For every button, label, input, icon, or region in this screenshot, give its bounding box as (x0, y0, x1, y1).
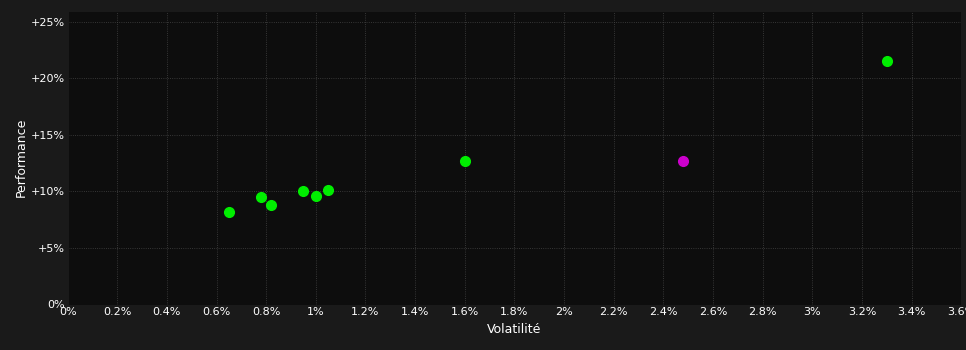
Point (879, 58, 895, 64)
Point (308, 193, 324, 199)
Point (321, 188, 336, 193)
Y-axis label: Performance: Performance (14, 118, 28, 197)
Point (296, 189, 311, 194)
Point (253, 194, 269, 200)
Point (675, 158, 691, 164)
Point (457, 158, 472, 164)
Point (221, 209, 237, 215)
Point (264, 202, 279, 208)
X-axis label: Volatilité: Volatilité (487, 323, 542, 336)
